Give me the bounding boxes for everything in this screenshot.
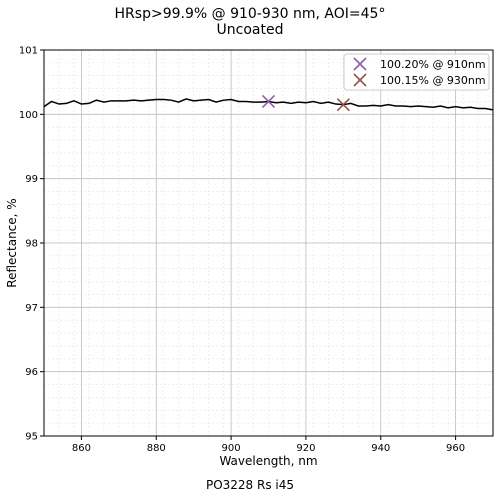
legend-label: 100.15% @ 930nm	[380, 74, 486, 87]
legend-marker-1	[353, 73, 367, 87]
legend: 100.20% @ 910nm 100.15% @ 930nm	[343, 53, 490, 91]
y-tick-label: 100	[19, 110, 38, 121]
y-tick-label: 101	[19, 46, 38, 57]
marker-point-0	[261, 94, 276, 109]
legend-box	[343, 53, 490, 91]
chart-subtitle: Uncoated	[216, 22, 284, 38]
chart-title: HRsp>99.9% @ 910-930 nm, AOI=45°	[114, 6, 386, 22]
x-tick-label: 960	[446, 443, 465, 454]
legend-marker-0	[353, 57, 367, 71]
x-axis-label: Wavelength, nm	[219, 454, 317, 468]
x-tick-label: 940	[371, 443, 390, 454]
x-tick-label: 900	[222, 443, 241, 454]
y-tick-label: 99	[25, 174, 38, 185]
y-tick-label: 95	[25, 432, 38, 443]
marker-point-1	[336, 98, 350, 112]
chart-footer: PO3228 Rs i45	[205, 478, 295, 492]
x-tick-label: 860	[72, 443, 91, 454]
x-tick-label: 880	[147, 443, 166, 454]
y-tick-label: 97	[25, 303, 38, 314]
x-tick-label: 920	[296, 443, 315, 454]
legend-label: 100.20% @ 910nm	[380, 58, 486, 71]
y-tick-label: 96	[25, 367, 38, 378]
y-tick-label: 98	[25, 239, 38, 250]
y-axis-label: Reflectance, %	[5, 198, 19, 287]
